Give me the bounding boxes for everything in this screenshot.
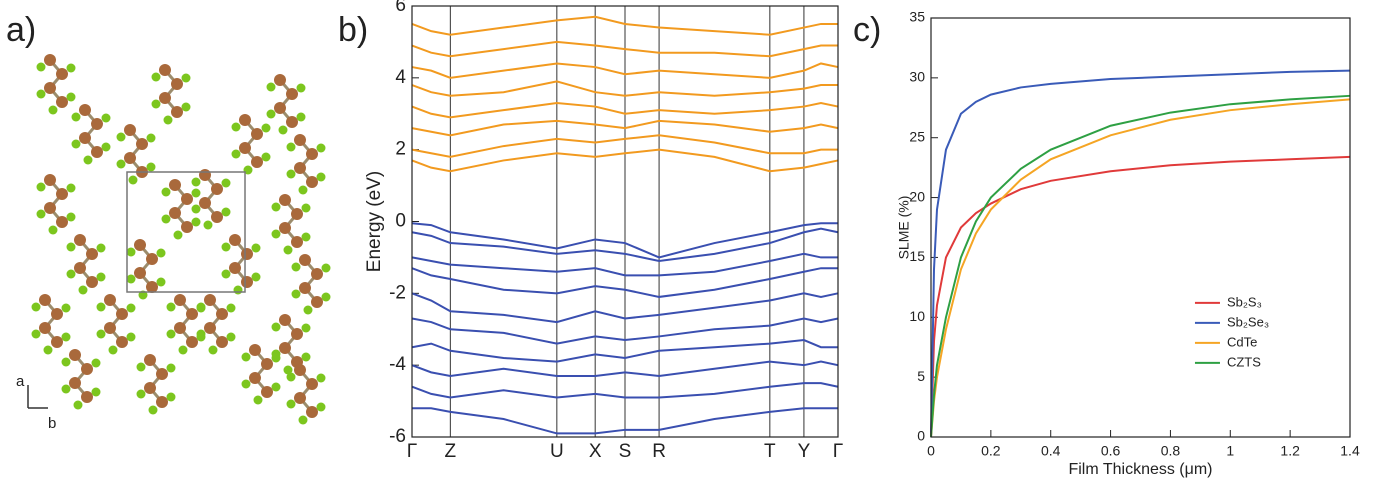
- series-line: [930, 155, 1351, 438]
- series-line: [930, 98, 1351, 438]
- x-tick-label: 1.4: [1340, 443, 1360, 459]
- series-line: [411, 292, 839, 324]
- y-tick-label: 25: [909, 128, 925, 144]
- series-line: [411, 227, 839, 263]
- x-tick-label: U: [550, 441, 564, 462]
- x-tick-label: Y: [798, 441, 811, 462]
- axis-label: a: [16, 373, 25, 390]
- series-line: [411, 222, 838, 259]
- crystal-structure: a b: [16, 52, 332, 432]
- series-line: [411, 317, 839, 345]
- series-line: [930, 94, 1351, 438]
- x-tick-label: 1: [1226, 443, 1234, 459]
- series-line: [411, 252, 838, 277]
- y-tick-label: 5: [917, 368, 925, 384]
- x-tick-label: 0.4: [1041, 443, 1061, 459]
- legend-label: CdTe: [1227, 334, 1257, 349]
- x-axis-label: Film Thickness (μm): [1068, 461, 1212, 478]
- x-tick-label: X: [589, 441, 602, 462]
- y-tick-label: 4: [395, 67, 406, 88]
- plot-frame: [411, 5, 839, 438]
- series-line: [411, 101, 839, 119]
- panel-label: c): [853, 11, 881, 49]
- legend-label: Sb₂Se₃: [1227, 314, 1269, 329]
- series-line: [411, 80, 838, 97]
- y-axis-label: SLME (%): [896, 196, 912, 260]
- series-line: [411, 15, 838, 36]
- x-tick-label: 1.2: [1280, 443, 1300, 459]
- series-line: [930, 69, 1351, 438]
- x-tick-label: Γ: [407, 441, 417, 462]
- y-tick-label: 15: [909, 248, 925, 264]
- series-line: [411, 339, 838, 363]
- series-line: [411, 134, 838, 158]
- x-tick-label: S: [619, 441, 632, 462]
- series-line: [411, 360, 839, 377]
- series-line: [411, 119, 839, 137]
- y-tick-label: 0: [917, 428, 925, 444]
- plot-frame: [930, 17, 1351, 438]
- y-tick-label: 2: [395, 139, 406, 160]
- series-line: [411, 267, 838, 298]
- x-tick-label: 0.2: [981, 443, 1001, 459]
- y-tick-label: 20: [909, 188, 925, 204]
- y-tick-label: 6: [395, 0, 406, 16]
- x-tick-label: 0.8: [1161, 443, 1181, 459]
- x-tick-label: Γ: [833, 441, 843, 462]
- y-tick-label: 30: [909, 69, 925, 85]
- y-tick-label: -6: [389, 426, 406, 447]
- y-tick-label: 0: [395, 211, 406, 232]
- y-tick-label: -4: [389, 354, 406, 375]
- x-tick-label: Z: [445, 441, 457, 462]
- panel-label: b): [338, 11, 368, 49]
- series-line: [411, 148, 839, 173]
- panel-label: a): [6, 11, 36, 49]
- series-line: [412, 407, 838, 435]
- y-tick-label: 10: [909, 308, 925, 324]
- axis-label: b: [48, 415, 56, 432]
- series-line: [411, 40, 838, 58]
- x-tick-label: T: [764, 441, 776, 462]
- legend-label: CZTS: [1227, 354, 1261, 369]
- x-tick-label: 0.6: [1101, 443, 1121, 459]
- y-tick-label: -2: [389, 282, 406, 303]
- x-tick-label: 0: [927, 443, 935, 459]
- legend-label: Sb₂S₃: [1227, 294, 1262, 309]
- series-line: [411, 382, 839, 399]
- y-tick-label: 35: [909, 9, 925, 25]
- y-axis-label: Energy (eV): [364, 171, 385, 272]
- series-line: [411, 62, 839, 79]
- x-tick-label: R: [652, 441, 666, 462]
